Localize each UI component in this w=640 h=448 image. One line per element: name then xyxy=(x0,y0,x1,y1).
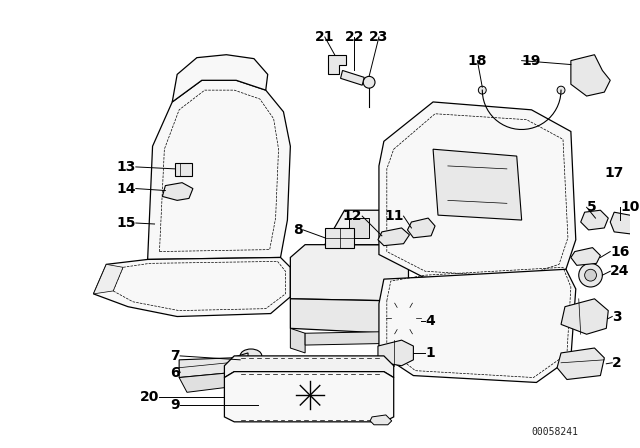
Polygon shape xyxy=(179,353,248,378)
Text: 19: 19 xyxy=(522,54,541,68)
Circle shape xyxy=(450,158,505,213)
Polygon shape xyxy=(258,397,276,412)
Polygon shape xyxy=(370,415,392,425)
Polygon shape xyxy=(325,210,408,261)
Text: 12: 12 xyxy=(342,209,362,223)
Polygon shape xyxy=(225,372,394,422)
Text: 15: 15 xyxy=(116,216,136,230)
Text: 5: 5 xyxy=(587,200,596,214)
Text: 3: 3 xyxy=(612,310,622,323)
Text: 17: 17 xyxy=(604,166,624,180)
Polygon shape xyxy=(291,245,408,301)
Polygon shape xyxy=(433,149,522,220)
Circle shape xyxy=(163,214,182,234)
Polygon shape xyxy=(378,340,413,366)
Polygon shape xyxy=(557,348,604,379)
Circle shape xyxy=(585,269,596,281)
Text: 4: 4 xyxy=(425,314,435,328)
Polygon shape xyxy=(225,356,394,378)
Circle shape xyxy=(478,86,486,94)
Circle shape xyxy=(394,309,413,328)
Polygon shape xyxy=(93,264,123,294)
Polygon shape xyxy=(580,210,608,230)
Text: 7: 7 xyxy=(170,349,180,363)
Polygon shape xyxy=(379,269,576,383)
Text: 1: 1 xyxy=(425,346,435,360)
Text: 13: 13 xyxy=(116,160,136,174)
Text: 9: 9 xyxy=(170,398,180,412)
Text: 16: 16 xyxy=(610,245,630,258)
Circle shape xyxy=(463,171,492,200)
Circle shape xyxy=(579,263,602,287)
Polygon shape xyxy=(148,80,291,259)
Polygon shape xyxy=(93,258,291,317)
Polygon shape xyxy=(172,55,268,102)
Polygon shape xyxy=(305,319,408,345)
Ellipse shape xyxy=(240,365,262,375)
Text: 20: 20 xyxy=(140,390,159,404)
Text: 8: 8 xyxy=(293,223,303,237)
Text: 21: 21 xyxy=(315,30,335,44)
Circle shape xyxy=(557,86,565,94)
Polygon shape xyxy=(340,70,364,85)
Text: 00058241: 00058241 xyxy=(532,426,579,437)
Text: 22: 22 xyxy=(344,30,364,44)
Text: 24: 24 xyxy=(610,264,630,278)
Polygon shape xyxy=(561,299,608,334)
Text: 23: 23 xyxy=(369,30,388,44)
Ellipse shape xyxy=(240,349,262,363)
Polygon shape xyxy=(379,102,576,284)
Text: 11: 11 xyxy=(384,209,404,223)
Circle shape xyxy=(386,301,421,336)
Polygon shape xyxy=(163,183,193,200)
Polygon shape xyxy=(328,55,346,74)
Text: 10: 10 xyxy=(620,200,639,214)
Polygon shape xyxy=(571,248,600,265)
Polygon shape xyxy=(291,328,305,353)
Text: 6: 6 xyxy=(170,366,180,379)
Polygon shape xyxy=(571,55,610,96)
Polygon shape xyxy=(175,163,192,176)
Polygon shape xyxy=(349,218,369,238)
Text: 14: 14 xyxy=(116,181,136,196)
Text: 18: 18 xyxy=(468,54,487,68)
Polygon shape xyxy=(179,373,231,392)
Circle shape xyxy=(363,76,375,88)
Text: 2: 2 xyxy=(612,356,622,370)
Circle shape xyxy=(154,206,190,242)
Polygon shape xyxy=(325,228,355,248)
Polygon shape xyxy=(610,212,638,234)
Polygon shape xyxy=(408,218,435,238)
Polygon shape xyxy=(291,289,408,333)
Polygon shape xyxy=(378,228,410,246)
